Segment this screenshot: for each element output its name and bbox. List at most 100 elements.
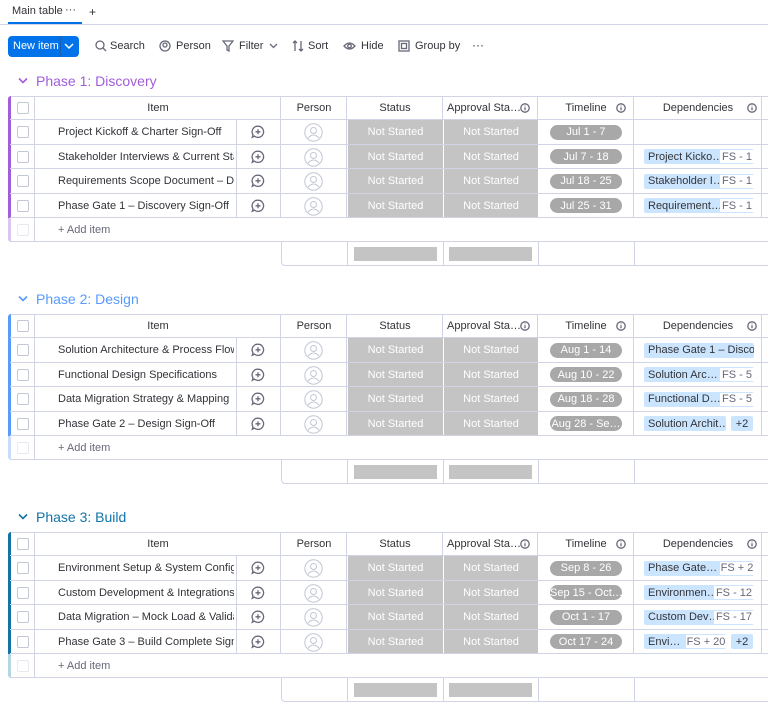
- update-icon[interactable]: [251, 125, 265, 139]
- status-cell[interactable]: [348, 120, 443, 144]
- header-checkbox[interactable]: [17, 102, 29, 114]
- item-name[interactable]: Solution Architecture & Process Flow …: [58, 344, 234, 356]
- timeline-pill[interactable]: [550, 560, 622, 576]
- approval-cell[interactable]: [444, 556, 538, 580]
- item-name[interactable]: Stakeholder Interviews & Current Stat…: [58, 150, 234, 163]
- update-icon[interactable]: [251, 417, 265, 431]
- person[interactable]: Person: [176, 40, 211, 52]
- update-icon[interactable]: [251, 199, 265, 213]
- timeline-pill[interactable]: [550, 609, 622, 625]
- person-avatar[interactable]: [304, 559, 323, 578]
- timeline-pill[interactable]: [550, 173, 622, 189]
- row-checkbox[interactable]: [17, 635, 29, 648]
- group-chevron[interactable]: [18, 77, 28, 85]
- person-avatar[interactable]: [304, 147, 323, 167]
- timeline-pill[interactable]: [550, 634, 622, 649]
- add-item[interactable]: + Add item: [58, 660, 111, 672]
- update-icon[interactable]: [251, 392, 265, 406]
- approval-cell[interactable]: [444, 629, 538, 653]
- timeline-pill[interactable]: [550, 391, 622, 407]
- row-checkbox[interactable]: [17, 393, 29, 405]
- person-avatar[interactable]: [304, 172, 323, 191]
- timeline-pill[interactable]: [550, 585, 622, 600]
- group-title[interactable]: Phase 2: Design: [36, 291, 139, 307]
- update-icon[interactable]: [251, 150, 265, 164]
- status-cell[interactable]: [348, 629, 443, 653]
- new-item-label[interactable]: New item: [13, 40, 59, 52]
- approval-cell[interactable]: [444, 387, 538, 411]
- item-name[interactable]: Data Migration Strategy & Mapping: [58, 393, 230, 405]
- row-checkbox[interactable]: [17, 150, 29, 163]
- approval-cell[interactable]: [444, 338, 538, 362]
- item-name[interactable]: Custom Development & Integrations: [58, 586, 234, 599]
- tab-add[interactable]: +: [89, 5, 97, 19]
- approval-cell[interactable]: [444, 580, 538, 604]
- dependency-pill[interactable]: [644, 342, 754, 358]
- item-name[interactable]: Functional Design Specifications: [58, 368, 217, 381]
- update-icon[interactable]: [251, 343, 265, 357]
- timeline-pill[interactable]: [550, 342, 622, 358]
- update-icon[interactable]: [251, 174, 265, 188]
- update-icon[interactable]: [251, 586, 265, 600]
- filter[interactable]: Filter: [239, 40, 264, 52]
- timeline-pill[interactable]: [550, 124, 622, 140]
- item-name[interactable]: Environment Setup & System Configur…: [58, 562, 234, 574]
- row-checkbox[interactable]: [17, 368, 29, 381]
- status-cell[interactable]: [348, 169, 443, 193]
- item-name[interactable]: Phase Gate 2 – Design Sign-Off: [58, 417, 215, 430]
- person-avatar[interactable]: [304, 608, 323, 627]
- toolbar-more[interactable]: ···: [472, 38, 484, 52]
- search[interactable]: Search: [110, 40, 145, 52]
- add-item[interactable]: + Add item: [58, 442, 111, 454]
- person-avatar[interactable]: [304, 390, 323, 409]
- approval-cell[interactable]: [444, 144, 538, 168]
- update-icon[interactable]: [251, 635, 265, 649]
- new-item-button[interactable]: [8, 36, 79, 57]
- item-name[interactable]: Phase Gate 3 – Build Complete Sign-Off: [58, 635, 234, 648]
- person-avatar[interactable]: [304, 632, 323, 652]
- status-cell[interactable]: [348, 362, 443, 386]
- person-avatar[interactable]: [304, 365, 323, 385]
- dependency-pill[interactable]: [644, 416, 726, 431]
- status-cell[interactable]: [348, 580, 443, 604]
- sort[interactable]: Sort: [308, 40, 329, 52]
- row-checkbox[interactable]: [17, 611, 29, 623]
- group-by[interactable]: Group by: [415, 40, 461, 52]
- person-avatar[interactable]: [304, 583, 323, 603]
- row-checkbox[interactable]: [17, 586, 29, 599]
- approval-cell[interactable]: [444, 411, 538, 435]
- row-checkbox[interactable]: [17, 126, 29, 138]
- update-icon[interactable]: [251, 610, 265, 624]
- status-cell[interactable]: [348, 193, 443, 217]
- timeline-pill[interactable]: [550, 198, 622, 213]
- approval-cell[interactable]: [444, 193, 538, 217]
- row-checkbox[interactable]: [17, 199, 29, 212]
- status-cell[interactable]: [348, 556, 443, 580]
- person-avatar[interactable]: [304, 414, 323, 434]
- group-chevron[interactable]: [18, 295, 28, 303]
- person-avatar[interactable]: [304, 123, 323, 142]
- status-cell[interactable]: [348, 144, 443, 168]
- timeline-pill[interactable]: [550, 416, 622, 431]
- timeline-pill[interactable]: [550, 149, 622, 164]
- status-cell[interactable]: [348, 605, 443, 629]
- approval-cell[interactable]: [444, 169, 538, 193]
- header-checkbox[interactable]: [17, 538, 29, 550]
- status-cell[interactable]: [348, 411, 443, 435]
- item-name[interactable]: Project Kickoff & Charter Sign-Off: [58, 126, 222, 138]
- person-avatar[interactable]: [304, 196, 323, 216]
- tab-more[interactable]: ···: [65, 4, 76, 16]
- item-name[interactable]: Phase Gate 1 – Discovery Sign-Off: [58, 199, 229, 212]
- person-avatar[interactable]: [304, 341, 323, 360]
- dependency-extra[interactable]: [731, 634, 753, 649]
- row-checkbox[interactable]: [17, 562, 29, 574]
- approval-cell[interactable]: [444, 605, 538, 629]
- row-checkbox[interactable]: [17, 417, 29, 430]
- add-item[interactable]: + Add item: [58, 224, 111, 236]
- group-chevron[interactable]: [18, 513, 28, 521]
- approval-cell[interactable]: [444, 362, 538, 386]
- row-checkbox[interactable]: [17, 175, 29, 187]
- status-cell[interactable]: [348, 387, 443, 411]
- update-icon[interactable]: [251, 368, 265, 382]
- update-icon[interactable]: [251, 561, 265, 575]
